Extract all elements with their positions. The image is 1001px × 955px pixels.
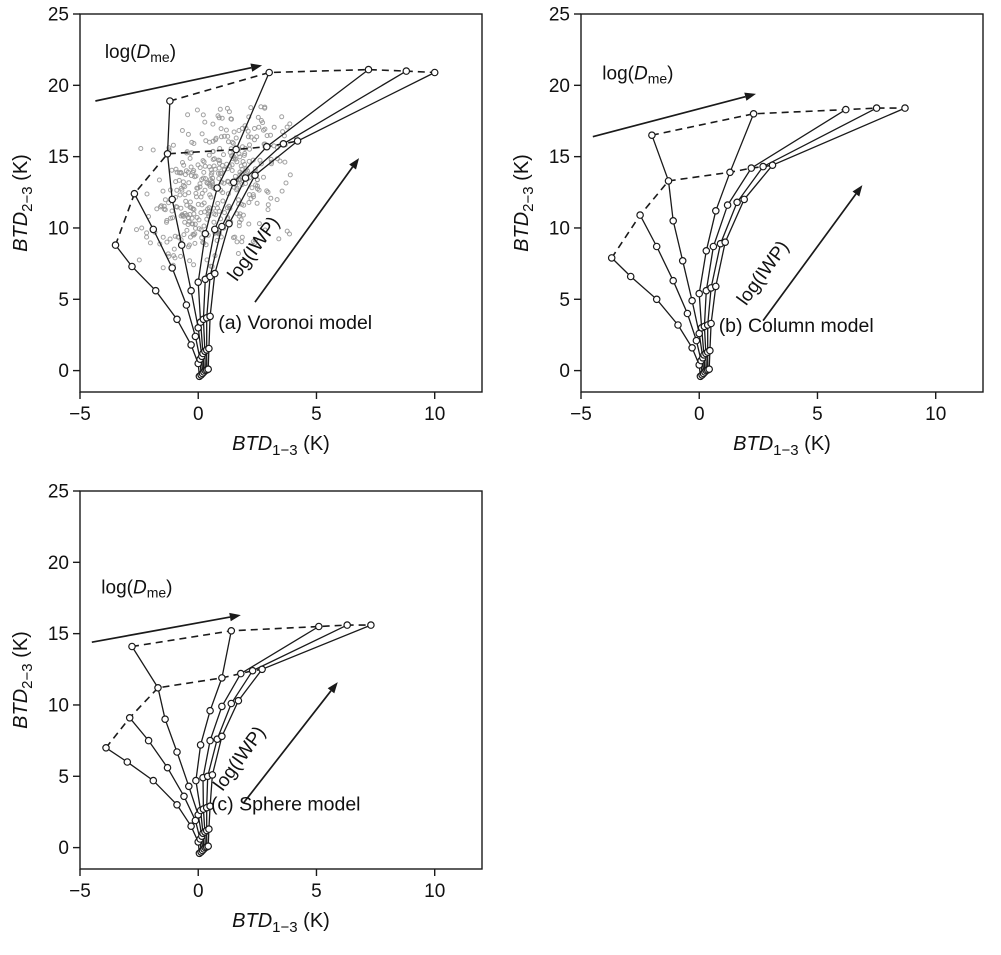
panel-b-column-model: −5 0 5 10 0 5 10 15 20 25 BTD1−3 (K) BTD2−3 (K) log(… bbox=[501, 0, 1001, 478]
y-tick-label: 10 bbox=[48, 695, 69, 716]
x-tick-label: −5 bbox=[69, 404, 91, 425]
panel-title: (b) Column model bbox=[719, 315, 874, 337]
panel-a-voronoi-model: −5 0 5 10 0 5 10 15 20 25 BTD1−3 (K) BTD2−3 (K) log(… bbox=[0, 0, 500, 478]
x-tick-label: 5 bbox=[311, 881, 322, 902]
dme-annotation: log(Dme) bbox=[105, 42, 176, 65]
x-axis-label: BTD1−3 (K) bbox=[733, 433, 831, 459]
x-tick-label: 0 bbox=[694, 404, 705, 425]
y-axis-label: BTD2−3 (K) bbox=[10, 631, 36, 729]
dme-annotation: log(Dme) bbox=[602, 64, 673, 87]
y-tick-label: 20 bbox=[48, 553, 69, 574]
x-tick-label: 10 bbox=[424, 881, 445, 902]
panel-title: (c) Sphere model bbox=[211, 794, 361, 816]
chart-a: −5 0 5 10 0 5 10 15 20 25 BTD1−3 (K) BTD2−3 (K) log(… bbox=[10, 5, 483, 459]
y-tick-label: 10 bbox=[549, 218, 570, 239]
x-tick-label: −5 bbox=[69, 881, 91, 902]
x-tick-label: 0 bbox=[193, 881, 204, 902]
y-tick-label: 5 bbox=[559, 290, 570, 311]
observation-scatter bbox=[134, 104, 299, 281]
dme-annotation: log(Dme) bbox=[101, 578, 172, 601]
panel-title: (a) Voronoi model bbox=[218, 312, 372, 334]
lut-node-markers bbox=[111, 65, 439, 381]
y-axis-label: BTD2−3 (K) bbox=[511, 154, 537, 252]
y-tick-label: 25 bbox=[549, 5, 570, 26]
x-tick-label: 5 bbox=[812, 404, 823, 425]
plot-frame bbox=[580, 13, 984, 393]
plot-frame bbox=[79, 13, 483, 393]
y-tick-label: 15 bbox=[48, 624, 69, 645]
axis-ticks: −5 0 5 10 0 5 10 15 20 25 bbox=[48, 5, 445, 426]
iwp-arrow bbox=[762, 185, 863, 322]
lut-node-markers bbox=[102, 621, 375, 858]
y-tick-label: 15 bbox=[48, 147, 69, 168]
x-axis-label: BTD1−3 (K) bbox=[232, 910, 330, 936]
lut-node-markers bbox=[607, 104, 909, 381]
y-tick-label: 0 bbox=[58, 361, 69, 382]
y-tick-label: 25 bbox=[48, 482, 69, 503]
dme-arrow bbox=[592, 92, 756, 138]
y-tick-label: 20 bbox=[549, 76, 570, 97]
y-tick-label: 0 bbox=[559, 361, 570, 382]
chart-b: −5 0 5 10 0 5 10 15 20 25 BTD1−3 (K) BTD2−3 (K) log(… bbox=[511, 5, 984, 459]
x-tick-label: −5 bbox=[570, 404, 592, 425]
iwp-arrow bbox=[254, 158, 360, 303]
y-tick-label: 10 bbox=[48, 218, 69, 239]
panel-c-sphere-model: −5 0 5 10 0 5 10 15 20 25 BTD1−3 (K) BTD2−3 (K) log(… bbox=[0, 477, 500, 955]
dme-arrow bbox=[91, 612, 241, 644]
axis-ticks: −5 0 5 10 0 5 10 15 20 25 bbox=[48, 482, 445, 903]
y-tick-label: 5 bbox=[58, 290, 69, 311]
x-tick-label: 10 bbox=[424, 404, 445, 425]
y-tick-label: 5 bbox=[58, 767, 69, 788]
y-tick-label: 20 bbox=[48, 76, 69, 97]
chart-c: −5 0 5 10 0 5 10 15 20 25 BTD1−3 (K) BTD2−3 (K) log(… bbox=[10, 482, 483, 936]
y-tick-label: 15 bbox=[549, 147, 570, 168]
plot-frame bbox=[79, 490, 483, 870]
y-axis-label: BTD2−3 (K) bbox=[10, 154, 36, 252]
x-tick-label: 10 bbox=[925, 404, 946, 425]
iwp-arrow bbox=[242, 682, 338, 804]
axis-ticks: −5 0 5 10 0 5 10 15 20 25 bbox=[549, 5, 946, 426]
x-tick-label: 0 bbox=[193, 404, 204, 425]
x-axis-label: BTD1−3 (K) bbox=[232, 433, 330, 459]
y-tick-label: 0 bbox=[58, 838, 69, 859]
x-tick-label: 5 bbox=[311, 404, 322, 425]
dme-arrow bbox=[95, 63, 263, 102]
iwp-annotation: log(IWP) bbox=[733, 237, 793, 309]
y-tick-label: 25 bbox=[48, 5, 69, 26]
